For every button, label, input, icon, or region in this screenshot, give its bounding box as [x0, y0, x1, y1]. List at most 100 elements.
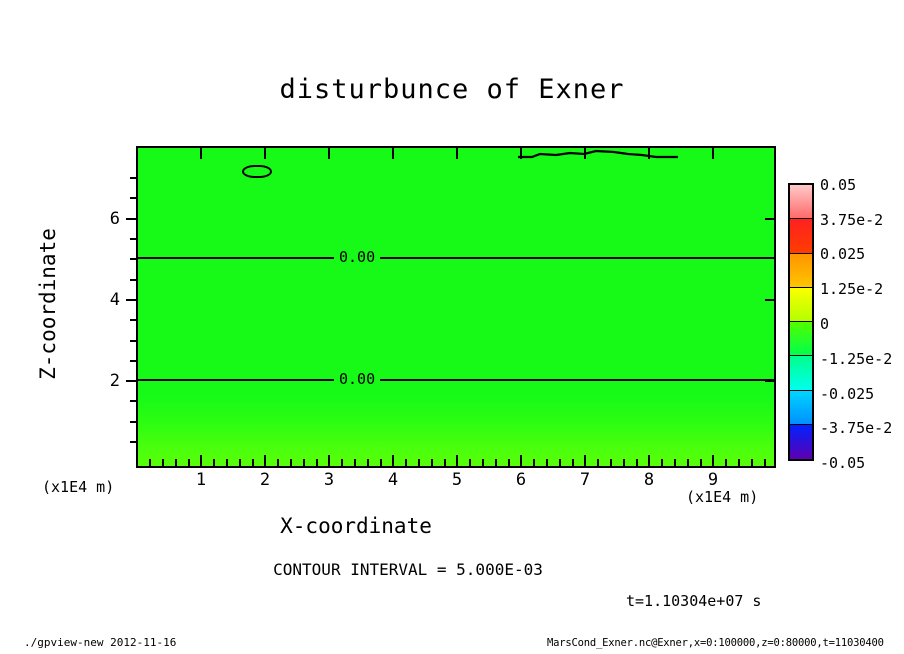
y-tick-minor — [130, 400, 137, 402]
closed-contour-blob — [242, 165, 272, 178]
footer-tool-version: ./gpview-new 2012-11-16 — [24, 636, 177, 649]
contour-fill — [138, 148, 774, 466]
timestamp-annotation: t=1.10304e+07 s — [626, 592, 762, 610]
contour-interval-annotation: CONTOUR INTERVAL = 5.000E-03 — [273, 560, 543, 579]
x-tick-minor — [162, 459, 164, 466]
colorbar-label-0: 0.05 — [820, 176, 857, 194]
x-tick-label-4: 4 — [387, 470, 399, 490]
x-tick-minor — [303, 459, 305, 466]
colorbar-band-7 — [790, 219, 812, 254]
x-tick-major-7 — [584, 455, 586, 466]
contour-line-lower — [138, 379, 774, 381]
x-tick-major-top-5 — [456, 148, 458, 159]
x-tick-major-9 — [712, 455, 714, 466]
x-tick-major-top-9 — [712, 148, 714, 159]
contour-label-lower: 0.00 — [334, 372, 381, 387]
y-tick-minor — [130, 177, 137, 179]
x-tick-minor — [597, 459, 599, 466]
x-tick-minor — [188, 459, 190, 466]
x-tick-major-top-2 — [264, 148, 266, 159]
x-axis-title: X-coordinate — [280, 514, 432, 538]
x-tick-minor — [623, 459, 625, 466]
y-tick-minor — [130, 441, 137, 443]
x-tick-minor — [674, 459, 676, 466]
colorbar-label-6: -0.025 — [820, 385, 875, 403]
x-tick-minor — [572, 459, 574, 466]
contour-label-upper: 0.00 — [334, 250, 381, 265]
y-tick-label-2: 2 — [109, 371, 120, 391]
x-tick-minor — [546, 459, 548, 466]
x-tick-major-top-4 — [392, 148, 394, 159]
x-tick-minor — [149, 459, 151, 466]
x-tick-minor — [418, 459, 420, 466]
x-tick-minor — [559, 459, 561, 466]
y-tick-minor — [130, 197, 137, 199]
x-tick-minor — [495, 459, 497, 466]
x-tick-minor — [738, 459, 740, 466]
x-tick-minor — [290, 459, 292, 466]
colorbar-band-5 — [790, 287, 812, 322]
y-tick-minor — [130, 421, 137, 423]
y-tick-label-4: 4 — [109, 290, 120, 310]
x-tick-minor — [341, 459, 343, 466]
x-tick-minor — [277, 459, 279, 466]
y-tick-minor — [130, 258, 137, 260]
colorbar-label-3: 1.25e-2 — [820, 280, 884, 298]
y-tick-minor — [130, 238, 137, 240]
x-tick-minor — [175, 459, 177, 466]
x-tick-minor — [508, 459, 510, 466]
x-tick-minor — [533, 459, 535, 466]
x-tick-minor — [316, 459, 318, 466]
x-tick-minor — [239, 459, 241, 466]
x-tick-minor — [213, 459, 215, 466]
colorbar-band-6 — [790, 253, 812, 288]
x-tick-minor — [252, 459, 254, 466]
y-tick-major-4 — [126, 299, 137, 301]
x-tick-label-9: 9 — [707, 470, 719, 490]
top-edge-wavy-contour — [518, 149, 678, 159]
x-tick-major-6 — [520, 455, 522, 466]
y-axis-title: Z-coordinate — [36, 228, 60, 380]
x-tick-minor — [636, 459, 638, 466]
colorbar — [788, 183, 814, 461]
colorbar-band-1 — [790, 424, 812, 459]
x-tick-minor — [431, 459, 433, 466]
colorbar-band-2 — [790, 390, 812, 425]
x-tick-minor — [610, 459, 612, 466]
x-tick-major-5 — [456, 455, 458, 466]
x-tick-minor — [700, 459, 702, 466]
y-tick-minor — [130, 319, 137, 321]
x-tick-label-7: 7 — [579, 470, 591, 490]
x-tick-minor — [367, 459, 369, 466]
x-tick-major-top-6 — [520, 148, 522, 159]
colorbar-label-5: -1.25e-2 — [820, 350, 893, 368]
x-axis-unit-label: (x1E4 m) — [686, 488, 759, 506]
x-tick-label-6: 6 — [515, 470, 527, 490]
x-tick-major-8 — [648, 455, 650, 466]
x-tick-label-8: 8 — [643, 470, 655, 490]
colorbar-band-8 — [790, 185, 812, 220]
x-tick-minor — [661, 459, 663, 466]
y-tick-major-right-4 — [765, 299, 776, 301]
y-tick-major-2 — [126, 380, 137, 382]
x-tick-label-5: 5 — [451, 470, 463, 490]
x-tick-major-2 — [264, 455, 266, 466]
x-tick-minor — [751, 459, 753, 466]
y-tick-major-right-2 — [765, 380, 776, 382]
colorbar-band-4 — [790, 322, 812, 357]
x-tick-label-2: 2 — [259, 470, 271, 490]
colorbar-label-8: -0.05 — [820, 454, 866, 472]
x-tick-minor — [405, 459, 407, 466]
x-tick-minor — [354, 459, 356, 466]
y-tick-label-6: 6 — [109, 209, 120, 229]
footer-dataset-source: MarsCond_Exner.nc@Exner,x=0:100000,z=0:8… — [547, 637, 884, 649]
y-tick-major-right-6 — [765, 218, 776, 220]
y-tick-minor — [130, 279, 137, 281]
x-tick-major-top-3 — [328, 148, 330, 159]
contour-line-upper — [138, 257, 774, 259]
x-tick-minor — [687, 459, 689, 466]
x-tick-minor — [764, 459, 766, 466]
colorbar-label-2: 0.025 — [820, 245, 866, 263]
x-tick-label-3: 3 — [323, 470, 335, 490]
x-tick-minor — [469, 459, 471, 466]
